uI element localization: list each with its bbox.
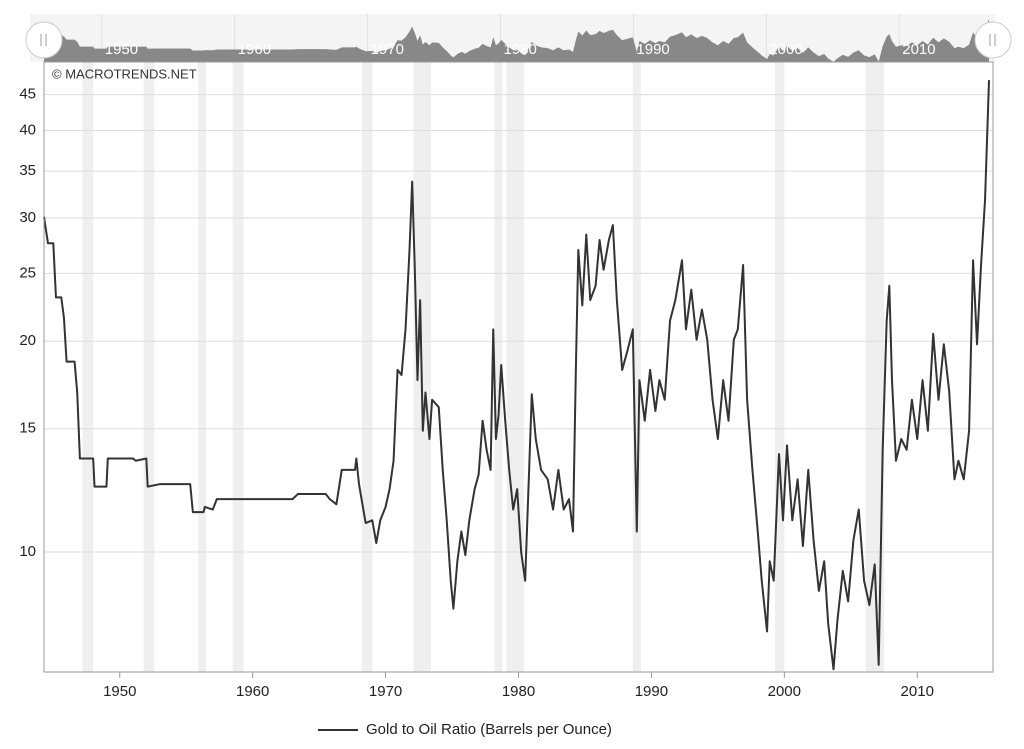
x-tick-label: 1980: [502, 683, 535, 700]
shaded-period: [232, 62, 244, 672]
navigator-label: 1950: [105, 41, 138, 58]
handle-grip: [989, 34, 996, 46]
shaded-periods: [82, 62, 885, 672]
x-tick-label: 1950: [103, 683, 136, 700]
navigator-handle[interactable]: [974, 21, 1012, 59]
plot: [43, 80, 991, 671]
x-tick-label: 1960: [236, 683, 269, 700]
shaded-period: [506, 62, 524, 672]
x-tick-label: 2000: [768, 683, 801, 700]
plot-border: [43, 61, 994, 673]
shaded-period: [632, 62, 641, 672]
shaded-period: [865, 62, 885, 672]
y-tick-label: 10: [19, 543, 36, 560]
handle-grip: [40, 34, 47, 46]
shaded-period: [494, 62, 503, 672]
y-tick-label: 45: [19, 86, 36, 103]
watermark: © MACROTRENDS.NET: [52, 66, 197, 81]
y-tick-label: 30: [19, 209, 36, 226]
shaded-period: [198, 62, 207, 672]
y-tick-label: 40: [19, 121, 36, 138]
shaded-period: [361, 62, 373, 672]
navigator-label: 1960: [238, 41, 271, 58]
shaded-period: [775, 62, 785, 672]
y-tick-label: 15: [19, 420, 36, 437]
navigator-label: 2000: [769, 41, 802, 58]
x-tick-label: 1970: [369, 683, 402, 700]
shaded-period: [82, 62, 94, 672]
line: [43, 80, 991, 671]
grid: [44, 94, 993, 678]
x-tick-label: 2010: [901, 683, 934, 700]
navigator: 1950 1960 1970 1980 1990 2000 2010: [44, 14, 990, 62]
navigator-label: 1990: [636, 41, 669, 58]
navigator-handle[interactable]: [25, 21, 63, 59]
y-tick-label: 25: [19, 264, 36, 281]
y-tick-label: 20: [19, 332, 36, 349]
legend-label[interactable]: Gold to Oil Ratio (Barrels per Ounce): [366, 721, 612, 738]
navigator-label: 2010: [902, 41, 935, 58]
navigator-label: 1970: [371, 41, 404, 58]
shaded-period: [143, 62, 155, 672]
navigator-area: [44, 19, 990, 62]
navigator-label: 1980: [504, 41, 537, 58]
x-tick-label: 1990: [635, 683, 668, 700]
y-tick-label: 35: [19, 162, 36, 179]
